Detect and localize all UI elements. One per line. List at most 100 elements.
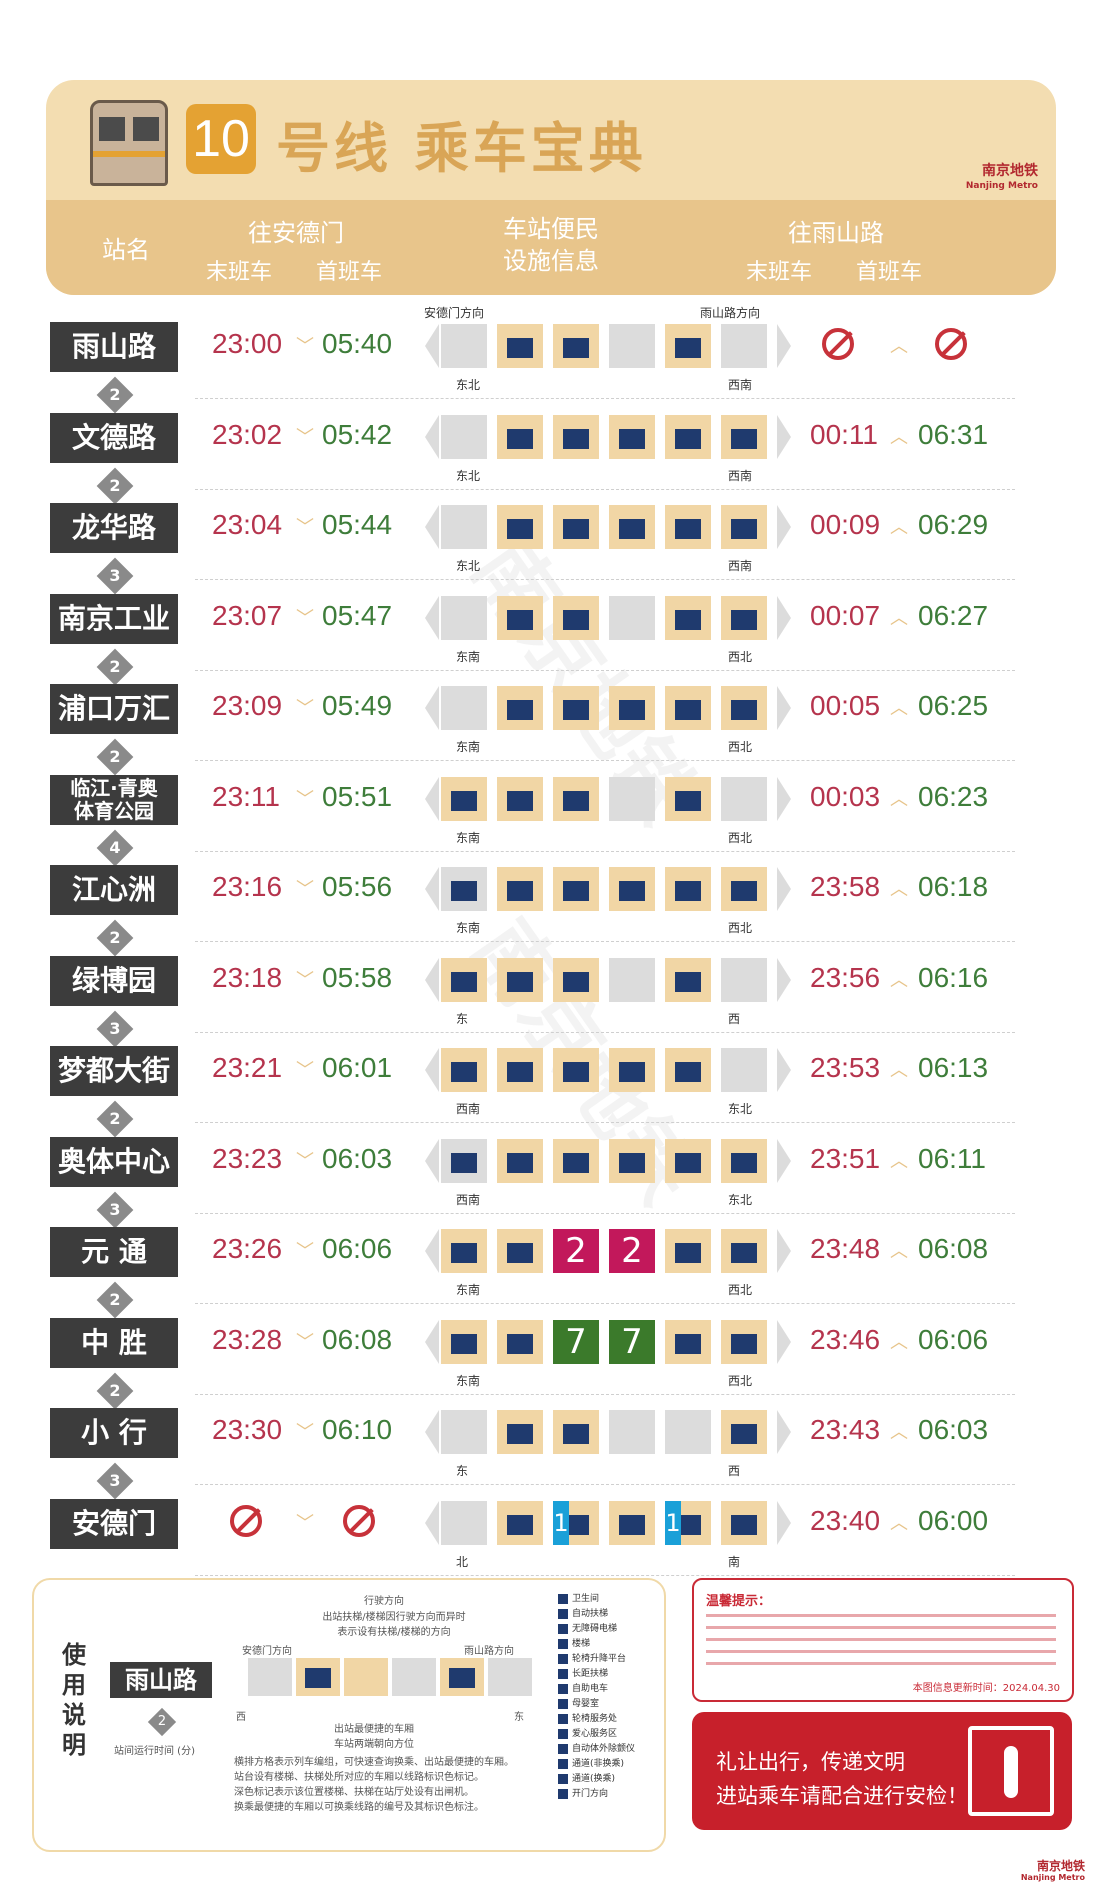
exit-direction-left: 西南 [456, 1192, 481, 1207]
escalator-icon [563, 790, 589, 811]
row-divider [195, 1212, 1015, 1214]
escalator-icon [675, 971, 701, 992]
legend-icon-item: 楼梯 [558, 1637, 658, 1652]
train-car [609, 686, 655, 730]
train-head-left [425, 1410, 439, 1454]
facility-car-diagram [425, 405, 791, 465]
station-name: 小 行 [50, 1408, 178, 1458]
escalator-icon [731, 1333, 757, 1354]
train-car [441, 595, 487, 640]
last-train-to-yushanlu: 23:48 [810, 1233, 881, 1264]
train-car [441, 1500, 487, 1545]
row-divider [195, 579, 1015, 580]
chevron-up-icon: ︿ [890, 1512, 908, 1534]
no-service-icon [935, 328, 967, 360]
legend-dir-yushanlu: 雨山路方向 [464, 1646, 514, 1657]
train-car [497, 595, 543, 640]
dir-yushanlu-label: 雨山路方向 [700, 306, 761, 320]
chevron-up-icon: ︿ [890, 1331, 908, 1353]
train-car [553, 324, 599, 368]
train-car [721, 1048, 767, 1092]
last-train-to-yushanlu: 00:07 [810, 599, 881, 631]
row-divider [195, 488, 1015, 490]
transfer-line-badge: 7 [609, 1319, 655, 1364]
last-train-to-yushanlu: 23:56 [810, 961, 881, 993]
travel-time-badge: 2 [96, 1372, 134, 1409]
train-head-left [425, 867, 439, 911]
train-car [665, 1410, 711, 1454]
train-car [497, 867, 543, 911]
chevron-up-icon: ︿ [890, 517, 908, 538]
legend-exit-note: 出站扶梯/楼梯因行驶方向而异时 表示设有扶梯/楼梯的方向 [322, 1612, 466, 1638]
first-train-to-yushanlu: 06:29 [918, 509, 989, 540]
legend-bullets: 横排方格表示列车编组，可快速查询换乘、出站最便捷的车厢。 站台设有楼梯、扶梯处所… [234, 1757, 514, 1813]
station-name: 浦口万汇城 [50, 684, 178, 775]
escalator-icon [451, 1062, 477, 1082]
station-name: 奥体中心 [50, 1136, 178, 1187]
train-head-right [777, 1048, 791, 1092]
escalator-icon [507, 1062, 533, 1082]
escalator-icon [507, 700, 533, 720]
chevron-down-icon: ﹀ [296, 517, 314, 538]
station-name: 雨山路 [50, 322, 178, 372]
train-car [609, 1048, 655, 1092]
train-car [441, 957, 487, 1002]
legend-icon-item: 轮椅升降平台 [558, 1652, 658, 1667]
header-banner: 10 号线 乘车宝典 南京地铁 Nanjing Metro 站名 往安德门 末班… [46, 80, 1056, 295]
train-car [553, 505, 599, 549]
exit-direction-right: 西北 [728, 830, 753, 845]
legend-title: 使用说明 [62, 1641, 86, 1759]
row-divider [195, 1031, 1015, 1033]
chevron-up-icon: ︿ [890, 1150, 908, 1172]
station-row: 龙华路 3 23:04 05:44 ﹀ 00:09 06:29 ︿ 东北 西南 [0, 503, 1099, 595]
chevron-down-icon: ﹀ [296, 788, 314, 810]
last-train-to-andemen: 23:23 [212, 1142, 283, 1174]
legend-icon-item: 母婴室 [558, 1697, 658, 1712]
legend-travel-direction: 行驶方向 [364, 1596, 404, 1607]
escalator-icon [507, 1243, 533, 1263]
escalator-icon [731, 881, 757, 901]
train-car [721, 324, 767, 368]
train-head-left [425, 1048, 439, 1092]
escalator-icon [507, 790, 533, 811]
legend-icon-item: 卫生间 [558, 1592, 658, 1607]
first-train-label-b: 首班车 [856, 260, 923, 285]
transfer-line-badge: 2 [609, 1229, 655, 1273]
legend-icon-item: 自助电车 [558, 1682, 658, 1697]
col-station-header: 站名 [102, 236, 150, 264]
escalator-icon [675, 338, 701, 358]
train-car [497, 1048, 543, 1092]
exit-direction-right: 西北 [728, 1373, 753, 1388]
station-row: 绿博园 3 23:18 05:58 ﹀ 23:56 06:16 ︿ 东 西 [0, 955, 1099, 1048]
train-icon [90, 100, 168, 186]
train-car: 1 [665, 1500, 711, 1545]
first-train-to-andemen: 06:08 [322, 1323, 393, 1355]
first-train-to-andemen: 05:42 [322, 418, 393, 450]
security-line2: 进站乘车请配合进行安检！ [716, 1784, 968, 1808]
travel-time-badge: 2 [96, 919, 134, 957]
train-head-right [777, 414, 791, 459]
train-head-right [777, 1410, 791, 1454]
train-car [441, 867, 487, 911]
train-head-right [777, 505, 791, 549]
train-car [497, 957, 543, 1002]
train-car [721, 414, 767, 459]
chevron-up-icon: ︿ [890, 426, 908, 448]
first-train-to-yushanlu: 06:11 [918, 1142, 986, 1174]
travel-time-badge: 2 [96, 467, 134, 504]
chevron-up-icon: ︿ [890, 1060, 908, 1081]
train-car [665, 1138, 711, 1183]
train-head-right [777, 1138, 791, 1183]
station-row: 临江·青奥 体育公园 4 23:11 05:51 ﹀ 00:03 06:23 ︿ 东南 西北 [0, 774, 1099, 867]
first-train-to-andemen: 05:58 [322, 961, 393, 993]
last-train-to-andemen: 23:30 [212, 1414, 283, 1445]
travel-time-badge: 2 [96, 648, 134, 685]
chevron-up-icon: ︿ [890, 1422, 908, 1443]
facility-car-diagram [425, 676, 791, 736]
train-car [553, 776, 599, 821]
last-train-to-andemen: 23:26 [212, 1233, 283, 1264]
escalator-icon [675, 1333, 701, 1354]
train-car [665, 686, 711, 730]
station-name: 绿博园 [50, 955, 178, 1006]
escalator-icon [563, 428, 589, 449]
